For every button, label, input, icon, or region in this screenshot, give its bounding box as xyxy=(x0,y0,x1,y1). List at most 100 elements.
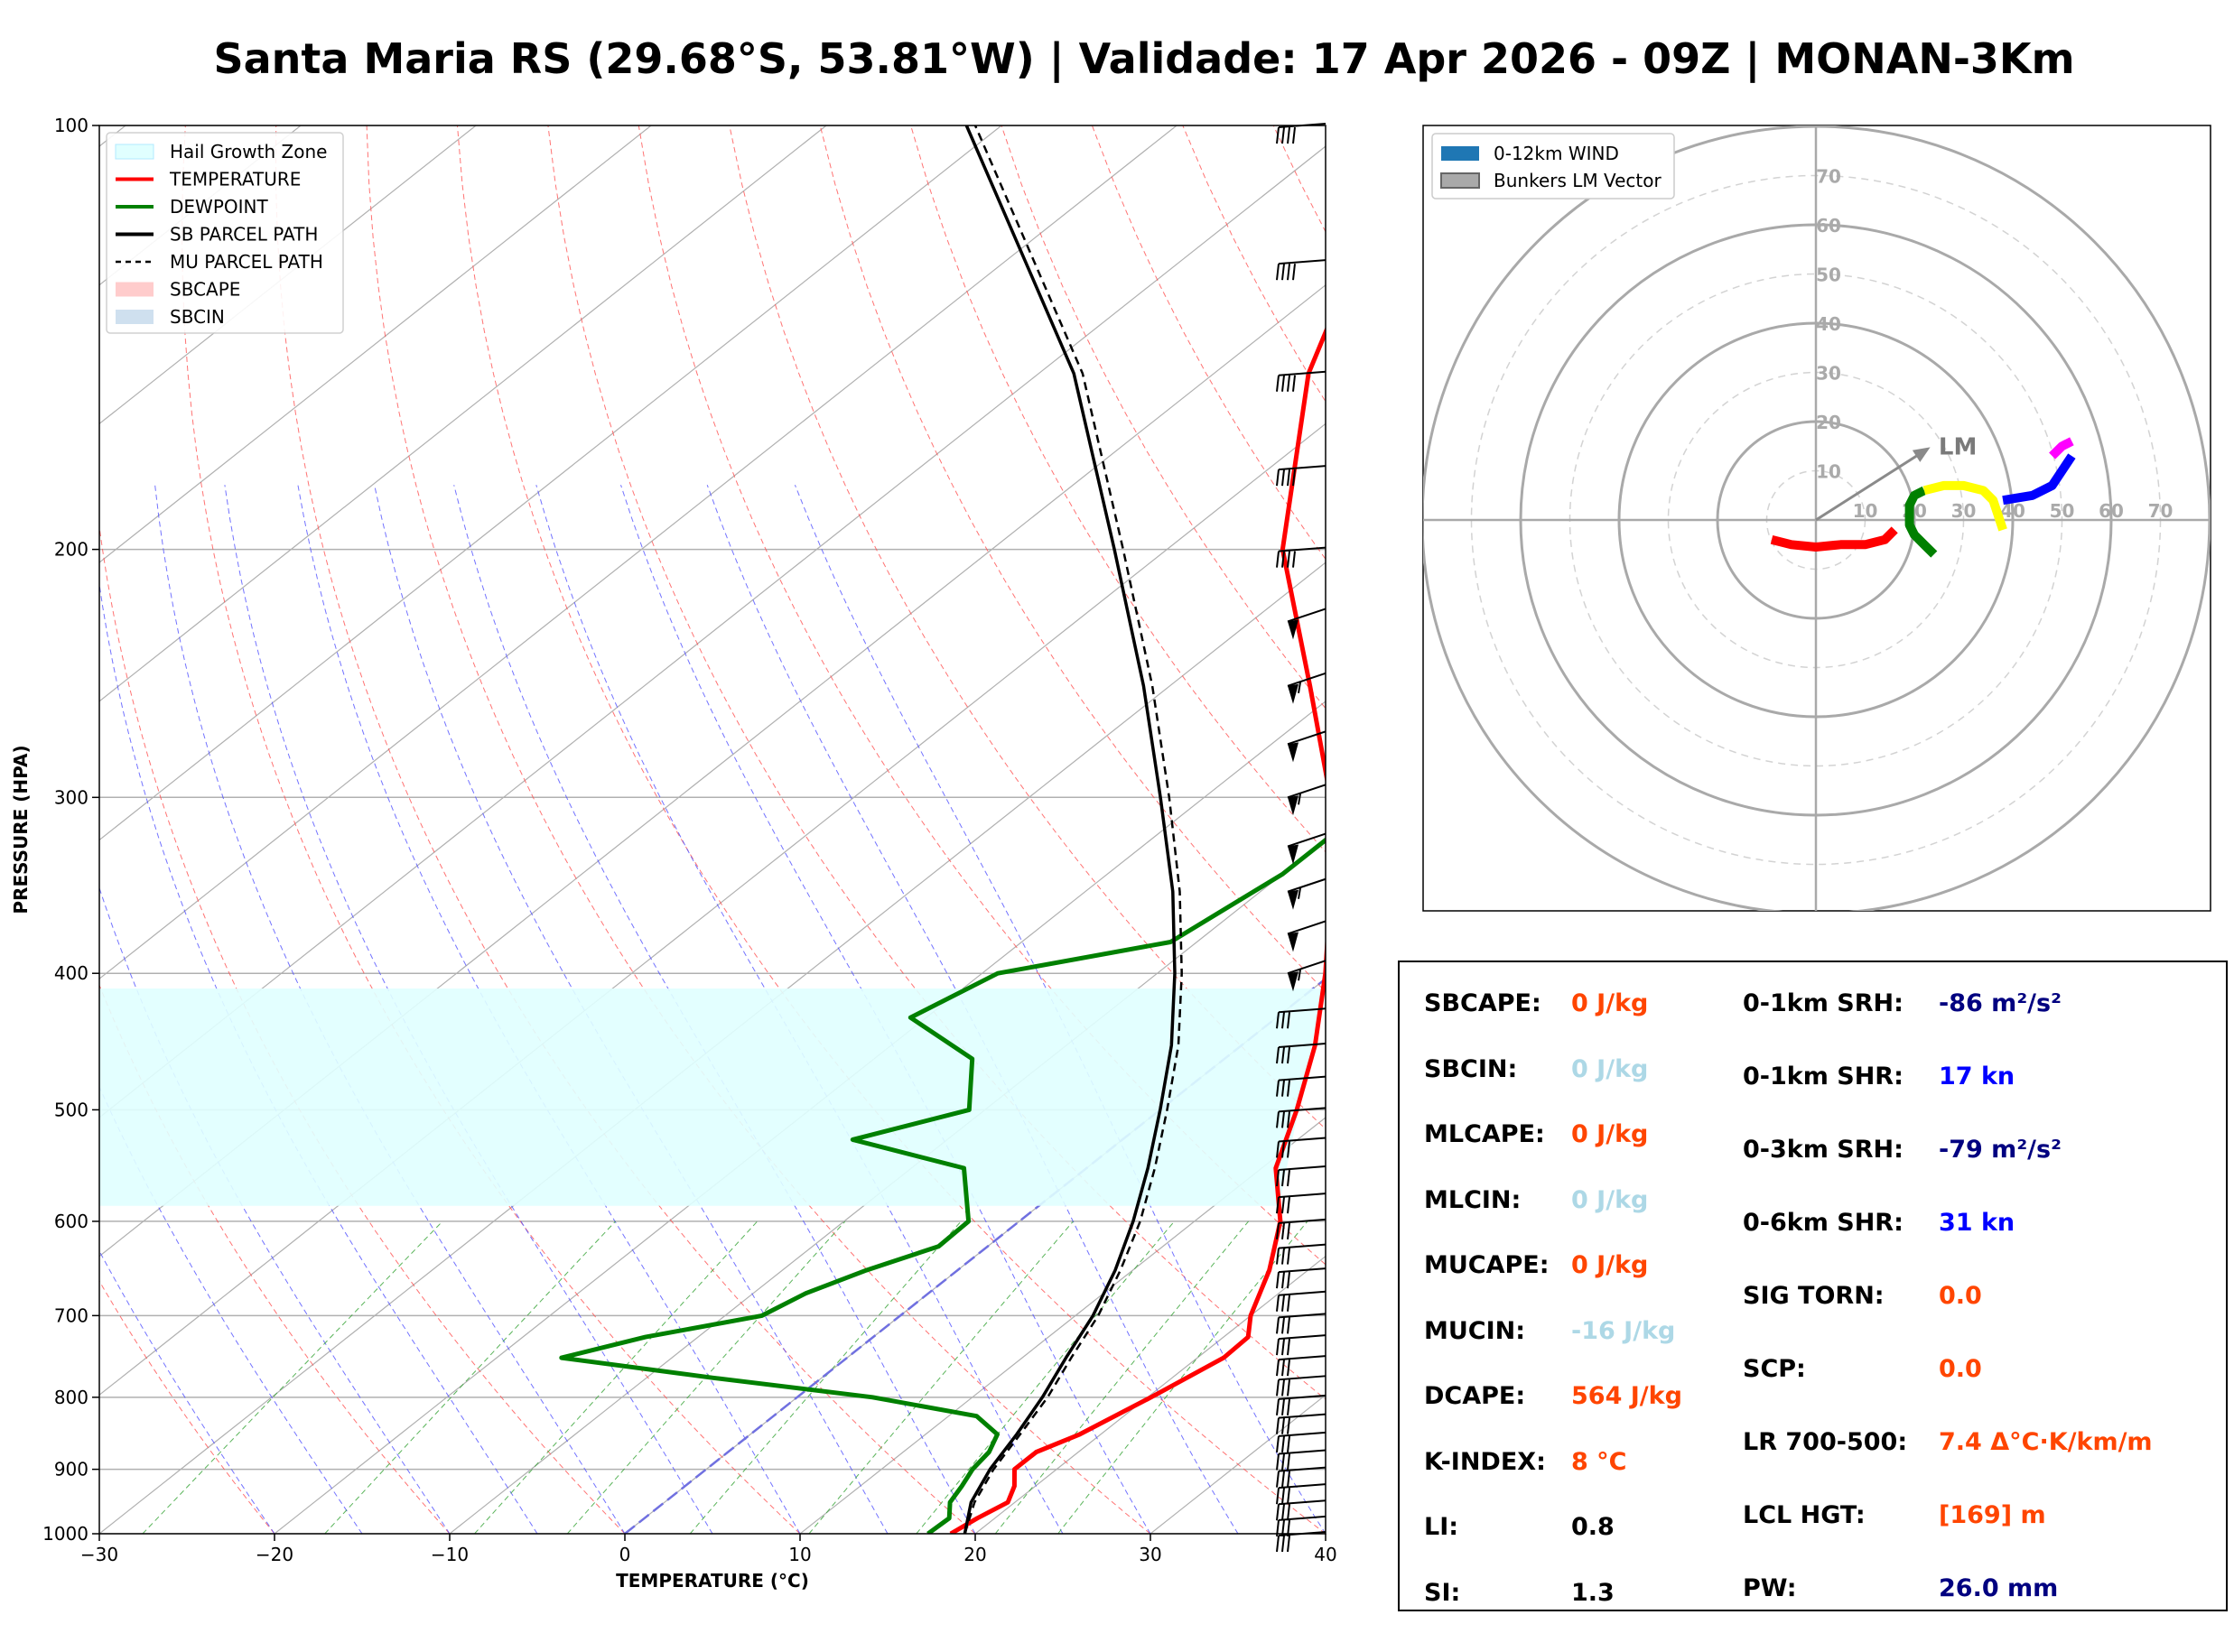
moist-adiabat xyxy=(99,581,538,1534)
index-value: -16 J/kg xyxy=(1571,1316,1676,1345)
hodograph-legend-label: 0-12km WIND xyxy=(1494,143,1619,164)
wind-barb xyxy=(1276,370,1326,392)
legend-swatch-lm xyxy=(1440,172,1480,189)
wind-barb xyxy=(1276,1499,1326,1521)
skewt-data-lines xyxy=(99,125,1326,1534)
wind-barb xyxy=(1287,877,1326,910)
wind-barb xyxy=(1276,259,1326,281)
wind-barb xyxy=(1287,960,1326,992)
skewt-frame xyxy=(98,125,1326,1535)
y-tick-label: 100 xyxy=(54,115,88,136)
legend-label: MU PARCEL PATH xyxy=(170,251,323,273)
index-label: SI: xyxy=(1424,1578,1461,1607)
index-value: 7.4 Δ°C·K/km/m xyxy=(1939,1428,2153,1456)
wind-barb xyxy=(1276,1449,1326,1471)
hail-growth-zone xyxy=(99,988,1324,1206)
index-value: [169] m xyxy=(1939,1501,2046,1529)
wind-barb xyxy=(1276,1107,1326,1128)
index-value: 564 J/kg xyxy=(1571,1382,1682,1410)
hodograph-ring-label: 70 xyxy=(1816,166,1841,188)
isotherm-line xyxy=(99,125,652,563)
wind-barb xyxy=(1276,465,1326,487)
moist-adiabat xyxy=(794,485,1326,1534)
index-value: 31 kn xyxy=(1939,1209,2015,1237)
index-value: 0.0 xyxy=(1939,1282,1982,1310)
dry-adiabat xyxy=(99,1280,275,1534)
x-tick-label: 10 xyxy=(788,1544,811,1565)
bunkers-lm-vector xyxy=(1815,450,1925,522)
legend-swatch xyxy=(116,282,154,297)
wind-barb xyxy=(1276,1137,1326,1158)
wind-barb xyxy=(1276,1218,1326,1240)
y-tick-label: 200 xyxy=(54,539,88,561)
y-axis-label: PRESSURE (HPA) xyxy=(10,745,32,914)
legend-label: Hail Growth Zone xyxy=(170,141,327,162)
index-label: 0-6km SHR: xyxy=(1743,1209,1904,1237)
hodograph-ring-label: 40 xyxy=(1816,313,1841,335)
index-label: DCAPE: xyxy=(1424,1382,1526,1410)
wind-barb xyxy=(1276,1355,1326,1377)
mixing-ratio-line xyxy=(142,1220,443,1534)
isotherm-line xyxy=(99,284,1326,1258)
mixing-ratio-line xyxy=(324,1220,616,1534)
legend-swatch-wind xyxy=(1441,146,1479,161)
x-tick-label: −20 xyxy=(256,1544,293,1565)
x-tick-label: 20 xyxy=(963,1544,986,1565)
dry-adiabat xyxy=(99,984,451,1534)
hodograph-ring-label: 10 xyxy=(1853,500,1878,522)
legend-swatch xyxy=(116,310,154,324)
wind-barb xyxy=(1276,1483,1326,1505)
index-value: -79 m²/s² xyxy=(1939,1136,2062,1164)
hodograph-ring-label: 60 xyxy=(1816,215,1841,237)
y-tick-label: 500 xyxy=(54,1099,88,1120)
index-label: 0-1km SRH: xyxy=(1743,989,1904,1017)
index-label: MLCIN: xyxy=(1424,1185,1522,1214)
wind-barb xyxy=(1287,672,1326,704)
index-value: 1.3 xyxy=(1571,1578,1615,1607)
wind-barb xyxy=(1276,1267,1326,1289)
wind-barb xyxy=(1276,1290,1326,1312)
series-mu-parcel-path xyxy=(963,125,1183,1534)
dry-adiabat xyxy=(638,125,1326,1266)
isotherm-line xyxy=(99,125,302,286)
hodograph-legend-label: Bunkers LM Vector xyxy=(1494,170,1662,191)
y-tick-label: 300 xyxy=(54,786,88,808)
y-tick-label: 700 xyxy=(54,1304,88,1326)
index-value: -86 m²/s² xyxy=(1939,989,2062,1017)
wind-barb xyxy=(1276,1413,1326,1434)
legend-label: SBCIN xyxy=(170,306,225,328)
x-tick-label: −10 xyxy=(431,1544,469,1565)
wind-barb xyxy=(1276,1313,1326,1334)
index-label: K-INDEX: xyxy=(1424,1447,1546,1476)
dry-adiabat xyxy=(910,125,1326,853)
hodograph-legend-box xyxy=(1431,133,1675,200)
wind-barb xyxy=(1287,920,1326,952)
hodograph-ring-label: 30 xyxy=(1816,363,1841,385)
isotherm-line xyxy=(1150,1394,1326,1534)
legend-label: SB PARCEL PATH xyxy=(170,224,318,246)
hodograph-segment xyxy=(2002,453,2076,506)
moist-adiabat xyxy=(374,485,889,1534)
index-label: MLCAPE: xyxy=(1424,1120,1545,1148)
moist-adiabat xyxy=(99,886,451,1534)
hodograph-segment xyxy=(2049,437,2074,459)
mixing-ratio-line xyxy=(566,1220,846,1534)
moist-adiabat xyxy=(453,485,976,1534)
x-axis-label: TEMPERATURE (°C) xyxy=(616,1570,809,1592)
wind-barbs xyxy=(1276,123,1326,1553)
index-value: 0.8 xyxy=(1571,1513,1615,1541)
wind-barb xyxy=(1276,1007,1326,1029)
hodograph-ring-label: 10 xyxy=(1816,461,1841,483)
hodograph-ring-label: 60 xyxy=(2099,500,2124,522)
index-label: SIG TORN: xyxy=(1743,1282,1885,1310)
mixing-ratio-line xyxy=(689,1220,962,1534)
index-label: SBCAPE: xyxy=(1424,989,1541,1017)
dry-adiabat xyxy=(99,524,626,1534)
y-tick-label: 600 xyxy=(54,1211,88,1232)
hodograph-segment xyxy=(1922,480,2007,532)
legend-label: DEWPOINT xyxy=(170,196,268,218)
y-tick-label: 400 xyxy=(54,962,88,984)
